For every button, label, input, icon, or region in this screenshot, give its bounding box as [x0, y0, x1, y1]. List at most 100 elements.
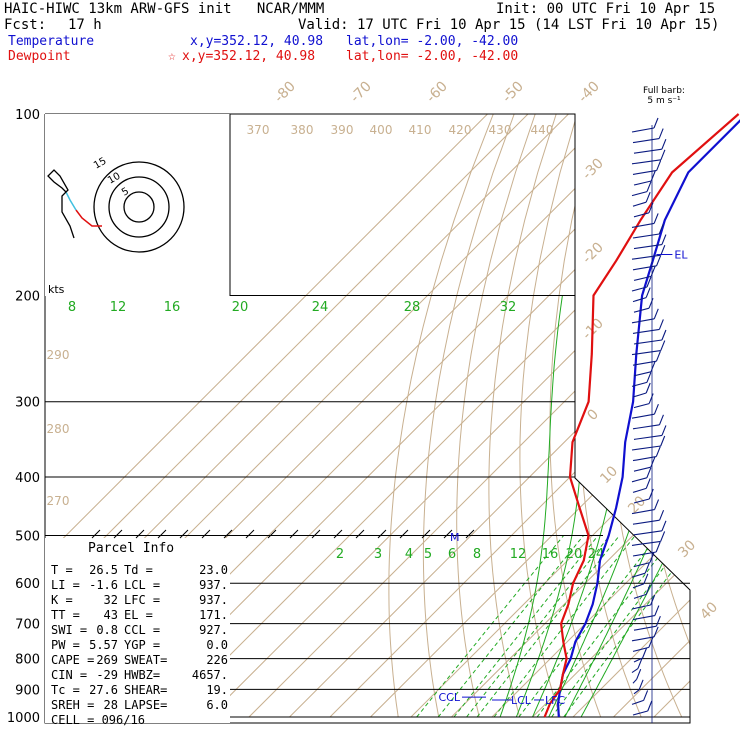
- parcel-value: 937.: [199, 593, 228, 607]
- wind-barb: [631, 350, 661, 356]
- temperature-xy: x,y=352.12, 40.98: [190, 34, 324, 49]
- wind-barb: [632, 678, 638, 684]
- isotherm-label: -30: [579, 155, 606, 182]
- dry-adiabat: [519, 114, 578, 718]
- dry-adiabat: [422, 114, 515, 718]
- wind-barb-flag: [638, 679, 644, 691]
- moist-adiabat-label: 16: [164, 300, 181, 315]
- mixing-ratio-line: [453, 535, 599, 718]
- wind-barb: [633, 212, 650, 218]
- wind-barb-flag: [653, 213, 659, 224]
- parcel-label: CCL =: [124, 623, 160, 637]
- parcel-label: CIN =: [51, 668, 87, 682]
- wind-barb: [631, 509, 655, 515]
- isotherm-line: [532, 114, 690, 718]
- moist-adiabat-label: 28: [404, 300, 421, 315]
- wind-barb: [633, 562, 651, 568]
- level-hash-mark: [377, 529, 387, 539]
- wind-barb-flag: [648, 393, 654, 404]
- wind-barb: [631, 381, 648, 387]
- parcel-label: YGP =: [124, 638, 160, 652]
- barb-legend-line1: Full barb:: [643, 86, 685, 96]
- wind-barb-flag: [645, 287, 651, 298]
- pressure-tick-label: 1000: [7, 711, 40, 726]
- valid-time: Valid: 17 UTC Fri 10 Apr 15 (14 LST Fri …: [298, 17, 720, 33]
- isotherm-line: [491, 114, 690, 718]
- chart-title: HAIC-HIWC 13km ARW-GFS init NCAR/MMM: [4, 1, 325, 17]
- init-time: Init: 00 UTC Fri 10 Apr 15: [496, 1, 716, 17]
- dry-adiabat: [388, 114, 494, 718]
- isotherm-label: -60: [423, 78, 450, 105]
- wind-barb-flag: [661, 425, 667, 436]
- parcel-value: -29: [96, 668, 118, 682]
- level-hash-mark: [157, 529, 167, 539]
- level-hash-mark: [399, 529, 409, 539]
- parcel-label: SREH =: [51, 698, 94, 712]
- isotherm-label: 30: [675, 537, 699, 561]
- parcel-label: EL =: [124, 608, 153, 622]
- wind-barb-flag: [646, 372, 652, 383]
- wind-barb-flag: [645, 584, 651, 595]
- parcel-value: 4657.: [192, 668, 228, 682]
- wind-barb-flag: [661, 329, 667, 341]
- wind-barb: [633, 275, 652, 281]
- wind-barb: [632, 233, 660, 239]
- isotherm-label: -20: [579, 239, 606, 266]
- parcel-value: 171.: [199, 608, 228, 622]
- temperature-profile-line: [556, 119, 740, 718]
- forecast-label: Fcst:: [4, 17, 47, 33]
- wind-barb: [632, 169, 657, 175]
- isotherm-line: [613, 114, 690, 718]
- mixing-ratio-label: 4: [405, 547, 413, 562]
- wind-barb-flag: [655, 615, 661, 627]
- wind-barb-flag: [646, 276, 652, 288]
- wind-barb-flag: [658, 414, 664, 426]
- parcel-label: K =: [51, 593, 73, 607]
- level-hash-mark: [355, 529, 365, 539]
- wind-barb: [632, 615, 655, 621]
- wind-barb: [633, 403, 650, 409]
- wind-barb-flag: [660, 340, 666, 351]
- dewpoint-legend: Dewpoint: [8, 49, 71, 64]
- parcel-value: -1.6: [89, 578, 118, 592]
- level-hash-mark: [311, 529, 321, 539]
- dry-adiabat-label: 420: [449, 123, 472, 137]
- dry-adiabat-label: 290: [47, 348, 70, 362]
- dry-adiabat-label: 390: [331, 123, 354, 137]
- dewpoint-profile-line: [543, 113, 740, 718]
- wind-barb: [632, 392, 647, 398]
- isotherm-label: 40: [697, 599, 721, 623]
- wind-barb-flag: [661, 520, 667, 532]
- wind-barb-flag: [650, 594, 656, 606]
- hodograph-trace-mid: [65, 191, 77, 211]
- wind-barb-flag: [647, 700, 653, 712]
- isotherm-label: -50: [499, 78, 526, 105]
- isotherm-line: [653, 114, 690, 718]
- mixing-ratio-label: 2: [336, 547, 344, 562]
- isotherm-line: [329, 114, 690, 718]
- wind-barb: [632, 424, 660, 430]
- level-hash-mark: [267, 529, 277, 539]
- wind-barb-flag: [655, 350, 661, 362]
- mixing-ratio-label: 6: [448, 547, 456, 562]
- mixing-ratio-line: [416, 535, 564, 718]
- mixing-ratio-label: 8: [473, 547, 481, 562]
- parcel-value: 0.8: [96, 623, 118, 637]
- temperature-latlon: lat,lon= -2.00, -42.00: [346, 34, 519, 49]
- wind-barb-flag: [643, 573, 649, 585]
- dry-adiabat-label: 270: [47, 494, 70, 508]
- mixing-ratio-line: [437, 535, 584, 718]
- isotherm-line: [45, 114, 529, 718]
- wind-barb-flag: [644, 562, 650, 574]
- parcel-info-title: Parcel Info: [88, 541, 174, 556]
- forecast-hour: 17 h: [68, 17, 102, 33]
- wind-barb: [631, 445, 661, 451]
- parcel-value: 226: [206, 653, 228, 667]
- dry-adiabat-label: 280: [47, 422, 70, 436]
- parcel-label: LCL =: [124, 578, 160, 592]
- wind-barb: [632, 297, 647, 303]
- mixing-ratio-line: [466, 535, 611, 718]
- moist-adiabat-label: 8: [68, 300, 76, 315]
- level-hash-mark: [113, 529, 123, 539]
- hodograph-panel: [45, 114, 230, 296]
